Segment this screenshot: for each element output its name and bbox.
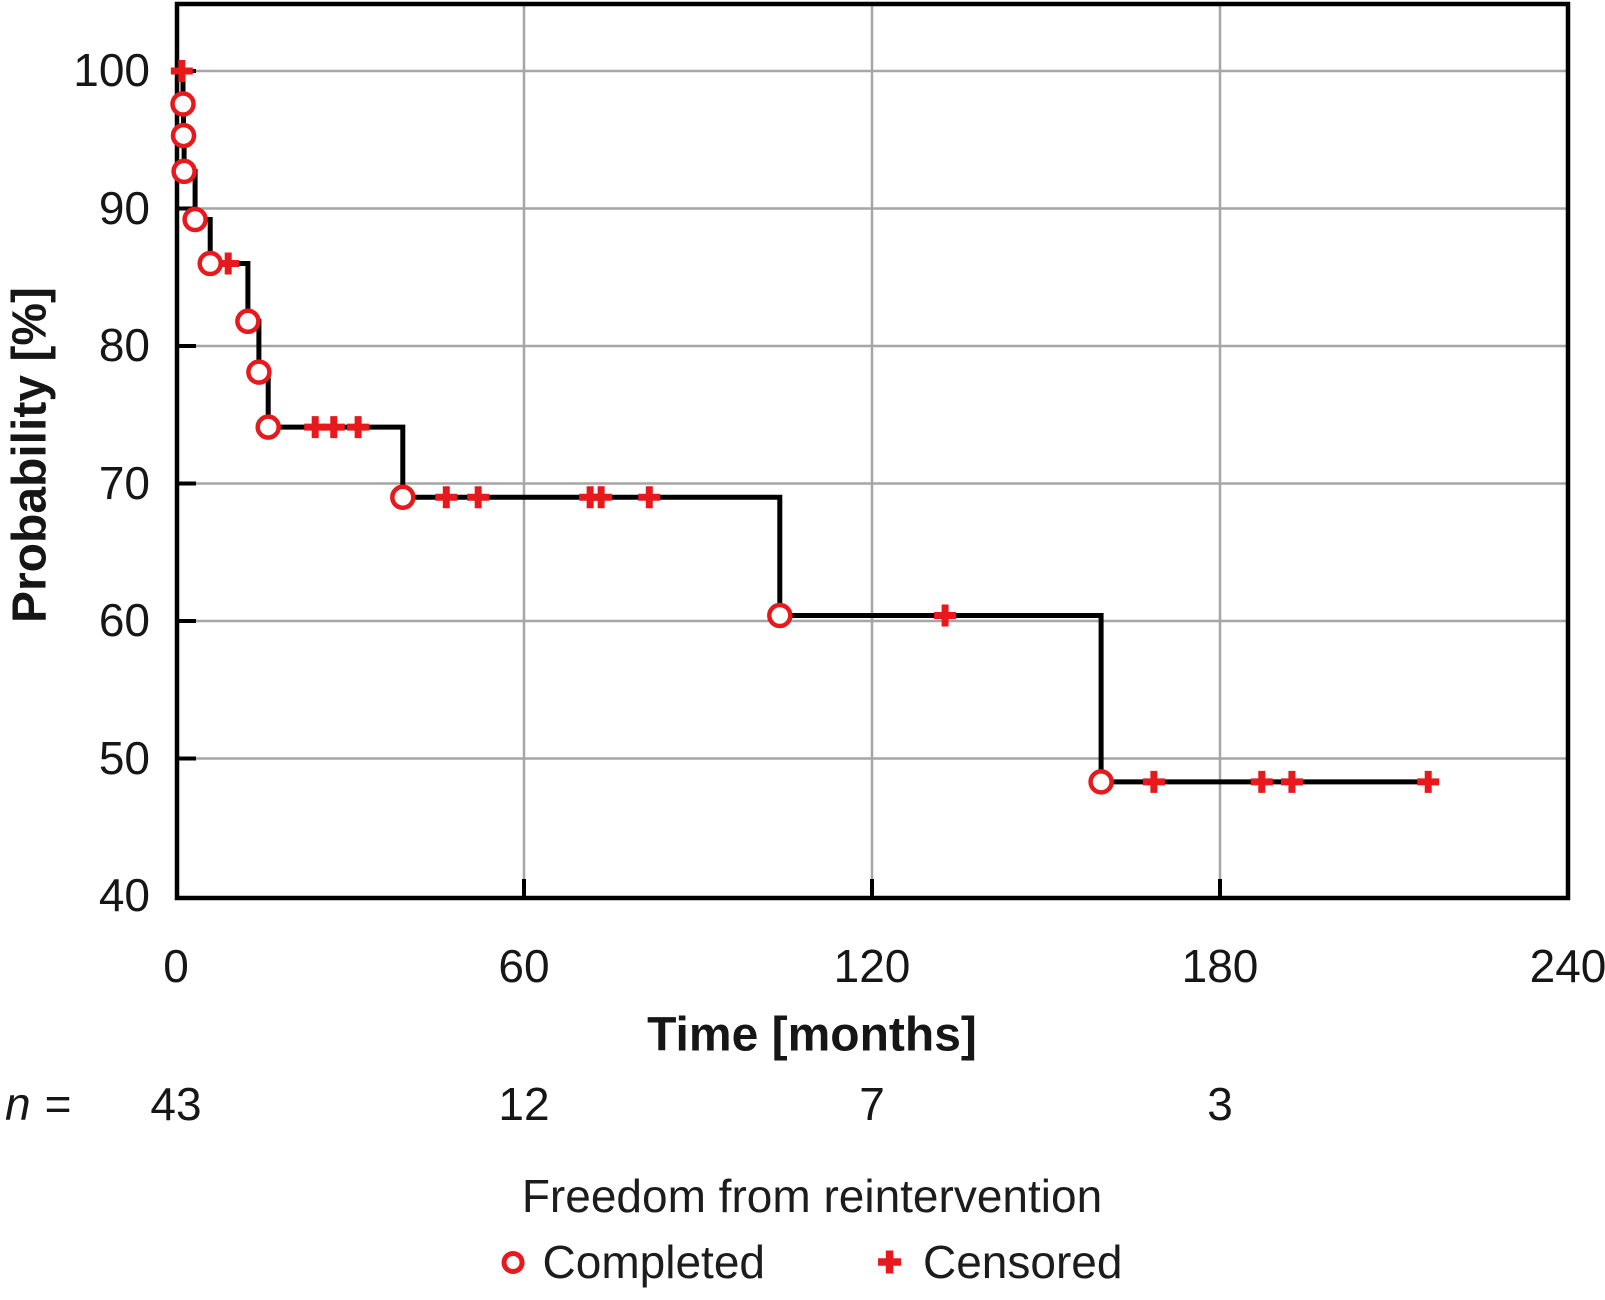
completed-circle-icon [501, 1250, 525, 1274]
at-risk-prefix: n = [5, 1077, 71, 1131]
censor-markers [170, 60, 1440, 793]
y-tick-label: 80 [98, 318, 150, 371]
at-risk-n-symbol: n [5, 1078, 31, 1130]
at-risk-count: 12 [498, 1078, 550, 1130]
gridlines [177, 4, 1568, 896]
at-risk-count: 7 [859, 1078, 885, 1130]
legend-label-censored: Censored [923, 1236, 1123, 1288]
plot-frame [174, 1, 1571, 901]
censored-plus-icon [878, 1250, 902, 1274]
x-tick-label: 60 [498, 940, 550, 992]
x-tick-label: 240 [1529, 940, 1605, 992]
y-tick-label: 100 [73, 43, 150, 96]
x-tick-label: 0 [163, 940, 189, 992]
legend-label-completed: Completed [542, 1236, 765, 1288]
legend-item-completed: Completed [501, 1235, 765, 1289]
x-tick-label: 180 [1181, 940, 1259, 992]
y-tick-label: 70 [98, 456, 150, 509]
at-risk-count: 3 [1207, 1078, 1233, 1130]
y-tick-label: 50 [98, 731, 150, 784]
x-axis-title: Time [months] [647, 1008, 977, 1062]
x-tick-label: 120 [833, 940, 911, 992]
legend-item-censored: Censored [875, 1235, 1122, 1289]
at-risk-equals: = [44, 1078, 72, 1130]
legend: Completed Censored [501, 1235, 1122, 1289]
y-tick-label: 90 [98, 181, 150, 234]
axis-ticks [179, 69, 1570, 896]
at-risk-count: 43 [150, 1078, 202, 1130]
y-tick-label: 60 [98, 593, 150, 646]
event-markers [170, 91, 1114, 795]
chart-title: Freedom from reintervention [521, 1170, 1103, 1222]
y-tick-label: 40 [98, 868, 150, 921]
